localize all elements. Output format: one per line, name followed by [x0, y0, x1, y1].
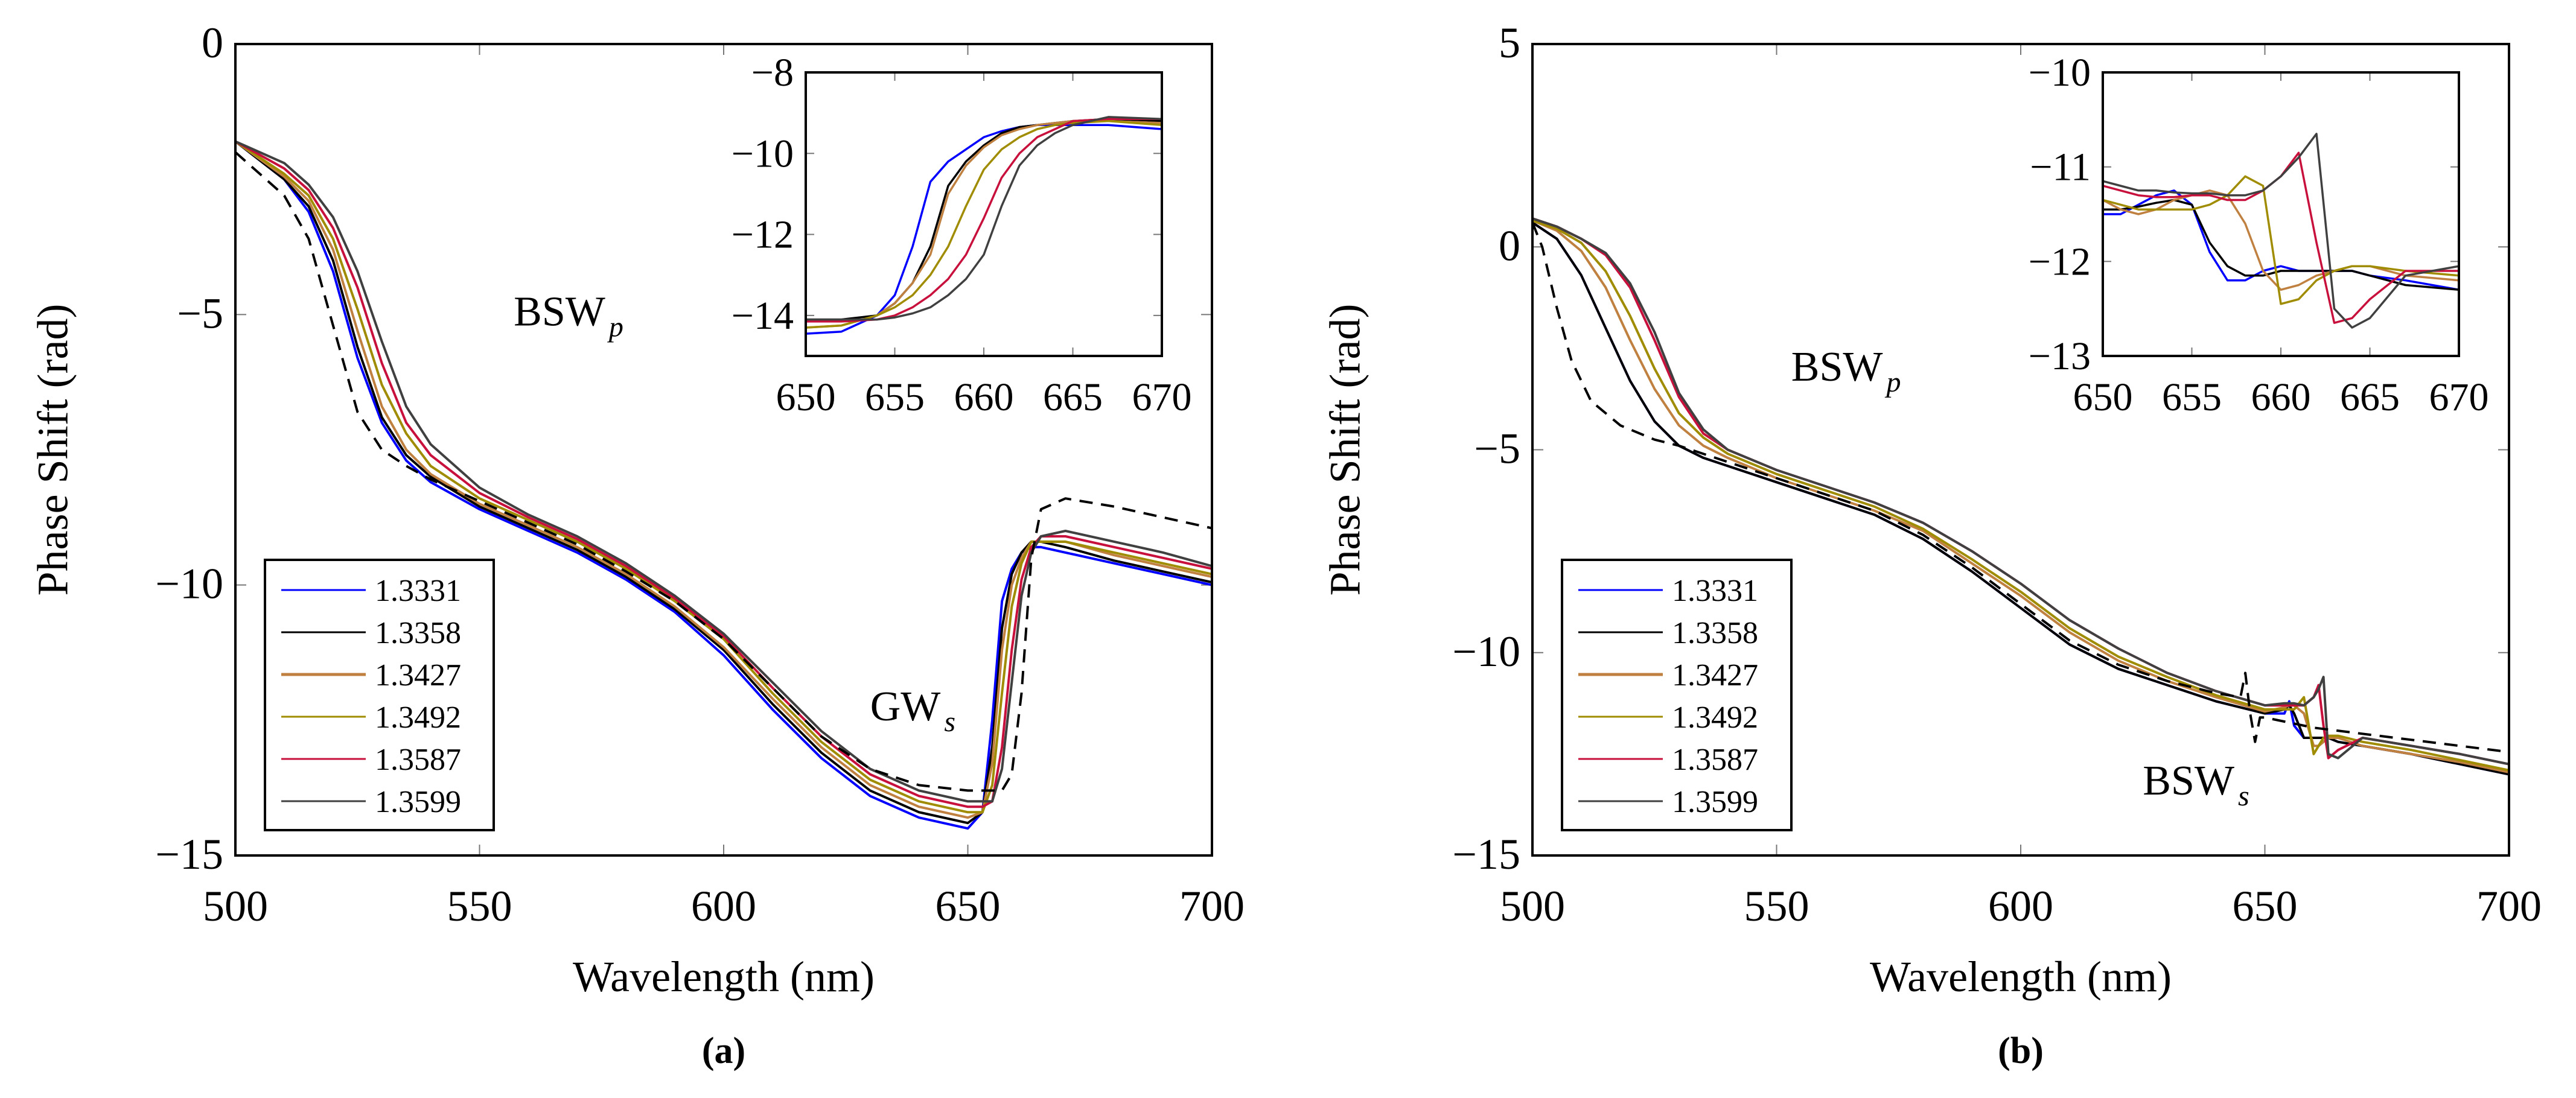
chart-b: 500 550 600 650 700 5 0 −5 −10 −15 Wavelength (nm)…	[1321, 19, 2542, 1071]
y-tick-label: −15	[1452, 830, 1520, 878]
inset-y-tick-label: −12	[732, 213, 794, 257]
legend-box	[264, 559, 495, 831]
inset-frame	[805, 71, 1163, 357]
y-tick-label: −5	[1474, 425, 1520, 473]
y-tick-label: −15	[155, 830, 223, 878]
x-axis-label: Wavelength (nm)	[573, 953, 875, 1001]
panel-label: (b)	[1998, 1030, 2044, 1071]
annotation-subscript: p	[607, 311, 623, 343]
inset-y-tick-label: −10	[2029, 51, 2091, 95]
inset-x-tick-label: 665	[1043, 375, 1103, 419]
y-axis-label: Phase Shift (rad)	[29, 304, 77, 596]
x-tick-label: 650	[936, 882, 1001, 930]
inset-x-tick-label: 655	[2162, 375, 2222, 419]
plot-frame	[234, 43, 1213, 857]
inset-series-line-1-3587	[2103, 151, 2459, 324]
x-tick-label: 600	[1988, 882, 2053, 930]
x-tick-label: 500	[203, 882, 268, 930]
inset-y-tick-label: −10	[732, 132, 794, 176]
legend-entry-label: 1.3587	[1672, 743, 1758, 777]
inset-x-tick-label: 650	[2073, 375, 2133, 419]
legend-entry-label: 1.3358	[1672, 616, 1758, 650]
legend-entry-label: 1.3599	[1672, 785, 1758, 819]
legend-entry-label: 1.3358	[375, 616, 461, 650]
inset-x-tick-label: 665	[2340, 375, 2400, 419]
series-line-reference-dashed	[235, 151, 1212, 792]
annotation-subscript: p	[1884, 366, 1901, 398]
inset-frame	[2102, 71, 2460, 357]
legend-entry-label: 1.3427	[375, 658, 461, 693]
inset-inset-background	[806, 72, 1162, 356]
inset-series-line-1-3492	[2103, 175, 2459, 305]
legend-entry-label: 1.3427	[1672, 658, 1758, 693]
series-line-reference-dashed	[1532, 222, 2509, 754]
x-axis-label: Wavelength (nm)	[1870, 953, 2172, 1001]
panel-label: (a)	[702, 1030, 745, 1071]
inset-series-group	[2103, 133, 2459, 329]
plot-frame	[1531, 43, 2510, 857]
legend-entry-label: 1.3492	[375, 700, 461, 735]
inset-x-tick-label: 670	[1132, 375, 1192, 419]
series-group	[1532, 217, 2509, 776]
annotation-label: BSW	[514, 288, 605, 335]
annotation-label: BSW	[2143, 758, 2234, 804]
inset-series-group	[806, 116, 1162, 335]
legend-entry-label: 1.3599	[375, 785, 461, 819]
annotation-label: BSW	[1791, 344, 1883, 390]
inset-series-line-1-3427	[806, 119, 1162, 329]
inset-x-tick-label: 660	[2251, 375, 2311, 419]
inset-x-tick-label: 670	[2429, 375, 2489, 419]
x-tick-label: 550	[1744, 882, 1809, 930]
x-tick-label: 500	[1500, 882, 1565, 930]
series-group	[235, 140, 1212, 830]
x-tick-label: 550	[447, 882, 512, 930]
inset-series-line-1-3599	[806, 116, 1162, 321]
legend-box	[1561, 559, 1793, 831]
inset-x-tick-label: 650	[776, 375, 836, 419]
inset-y-tick-label: −8	[751, 51, 794, 95]
x-tick-label: 600	[691, 882, 756, 930]
inset-x-tick-label: 660	[954, 375, 1014, 419]
legend-entry-label: 1.3331	[1672, 574, 1758, 608]
legend-entry-label: 1.3331	[375, 574, 461, 608]
annotation-subscript: s	[2238, 780, 2249, 812]
annotation-label: GW	[870, 684, 941, 730]
series-line-1-3492	[235, 140, 1212, 814]
inset-x-tick-label: 655	[865, 375, 925, 419]
inset-series-line-1-3358	[2103, 198, 2459, 291]
y-axis-label: Phase Shift (rad)	[1321, 304, 1369, 596]
legend-entry-label: 1.3587	[375, 743, 461, 777]
inset-y-tick-label: −13	[2029, 334, 2091, 378]
y-tick-label: −5	[177, 289, 223, 337]
inset-y-tick-label: −12	[2029, 240, 2091, 284]
y-tick-label: 0	[202, 19, 223, 67]
y-tick-label: −10	[155, 560, 223, 608]
x-tick-label: 700	[2476, 882, 2542, 930]
inset-y-tick-label: −11	[2030, 145, 2091, 189]
y-tick-label: 0	[1499, 221, 1520, 270]
inset-inset-background	[2103, 72, 2459, 356]
x-tick-label: 700	[1179, 882, 1245, 930]
annotation-subscript: s	[944, 706, 955, 738]
legend-entry-label: 1.3492	[1672, 700, 1758, 735]
y-tick-label: −10	[1452, 627, 1520, 676]
inset-y-tick-label: −14	[732, 294, 794, 338]
chart-a: 500 550 600 650 700 0 −5 −10 −15 Wavelength (nm) P…	[29, 19, 1245, 1071]
inset-series-line-1-3599	[2103, 133, 2459, 329]
x-tick-label: 650	[2233, 882, 2298, 930]
y-tick-label: 5	[1499, 19, 1520, 67]
